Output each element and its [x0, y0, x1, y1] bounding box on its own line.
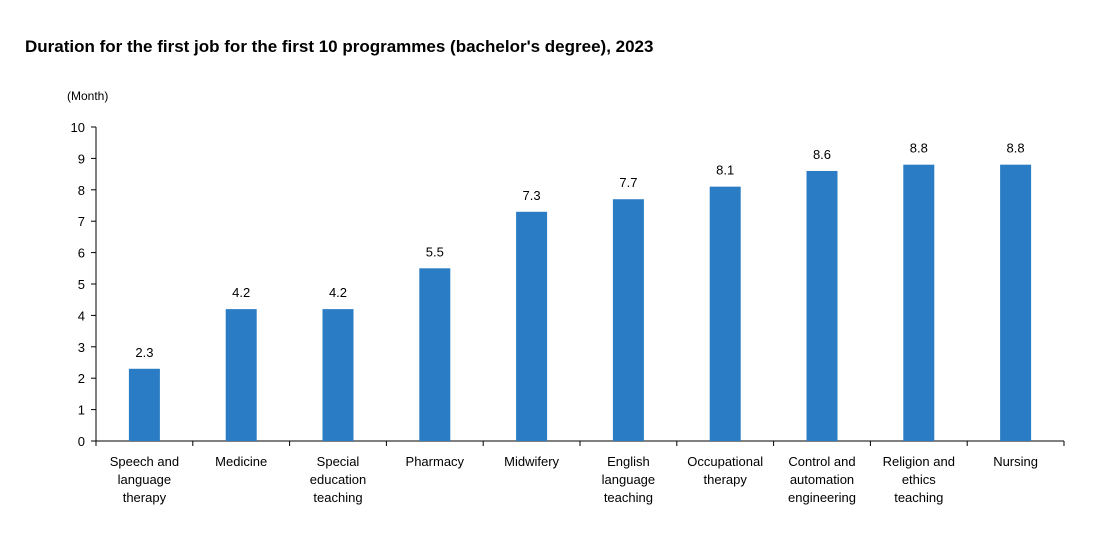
y-tick-label: 4	[78, 308, 85, 323]
bar	[612, 199, 644, 441]
data-label: 4.2	[232, 285, 250, 300]
bar	[225, 309, 257, 441]
y-axis: 0 1 2 3 4 5 6 7 8 9 10	[71, 120, 97, 449]
y-tick-label: 7	[78, 214, 85, 229]
category-label: Pharmacy	[406, 454, 465, 469]
y-tick-label: 6	[78, 246, 85, 261]
data-label: 8.8	[910, 141, 928, 156]
y-tick-label: 5	[78, 277, 85, 292]
data-labels: 2.3 4.2 4.2 5.5 7.3 7.7 8.1 8.6 8.8 8.8	[135, 141, 1024, 360]
category-label: Control and automation engineering	[788, 454, 856, 505]
bar	[1000, 164, 1032, 441]
category-label: Medicine	[215, 454, 267, 469]
category-label: Midwifery	[504, 454, 559, 469]
y-tick-label: 10	[71, 120, 85, 135]
bar	[709, 186, 741, 441]
y-tick-label: 2	[78, 371, 85, 386]
data-label: 7.7	[619, 175, 637, 190]
data-label: 8.1	[716, 163, 734, 178]
category-label: English language teaching	[602, 454, 656, 505]
category-label: Religion and ethics teaching	[883, 454, 955, 505]
data-label: 5.5	[426, 244, 444, 259]
y-tick-label: 8	[78, 183, 85, 198]
category-label: Nursing	[993, 454, 1038, 469]
y-tick-label: 1	[78, 403, 85, 418]
x-axis	[95, 440, 1065, 446]
bar	[128, 368, 160, 441]
y-tick-label: 3	[78, 340, 85, 355]
bar	[516, 211, 548, 441]
data-label: 8.6	[813, 147, 831, 162]
data-label: 2.3	[135, 345, 153, 360]
data-label: 4.2	[329, 285, 347, 300]
data-label: 7.3	[523, 188, 541, 203]
bar	[806, 170, 838, 441]
y-tick-label: 9	[78, 151, 85, 166]
category-labels: Speech and language therapy Medicine Special…	[110, 454, 1038, 505]
category-label: Occupational therapy	[687, 454, 763, 487]
bar	[903, 164, 935, 441]
bars	[128, 164, 1032, 441]
category-label: Speech and language therapy	[110, 454, 179, 505]
y-tick-label: 0	[78, 434, 85, 449]
data-label: 8.8	[1007, 141, 1025, 156]
bar	[419, 268, 451, 441]
bar	[322, 309, 354, 441]
chart-title: Duration for the first job for the first…	[25, 37, 654, 56]
category-label: Special education teaching	[310, 454, 366, 505]
y-axis-unit-label: (Month)	[67, 89, 108, 103]
